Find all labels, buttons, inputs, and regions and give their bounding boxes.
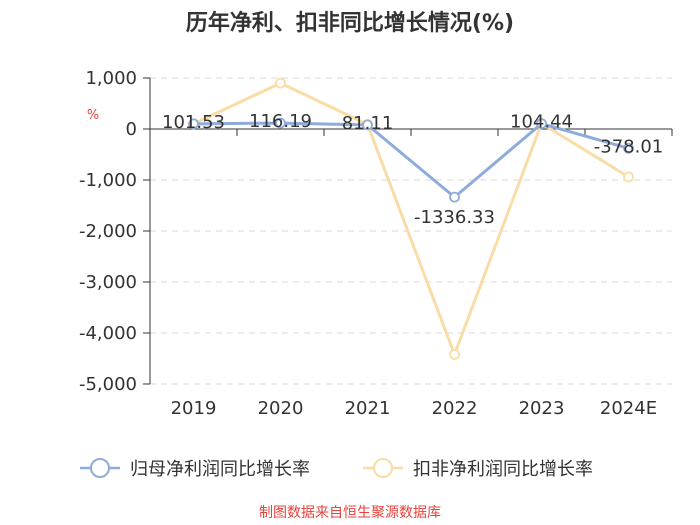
series-point-0 bbox=[449, 191, 460, 203]
x-tick-label: 2024E bbox=[600, 398, 657, 419]
chart-title: 历年净利、扣非同比增长情况(%) bbox=[186, 10, 514, 36]
axes: 1,000 0 -1,000 -2,000 -3,000 -4,000 -5,000 2019… bbox=[79, 68, 673, 419]
data-labels: 101.53 116.19 81.11 -1336.33 104.44 -378.01 bbox=[162, 111, 663, 228]
data-label: 81.11 bbox=[342, 113, 394, 134]
legend-label-0[interactable]: 归母净利润同比增长率 bbox=[130, 459, 310, 480]
series-point-0 bbox=[362, 119, 373, 131]
x-tick-label: 2019 bbox=[171, 398, 217, 419]
y-tick-label: -2,000 bbox=[79, 221, 137, 242]
grid bbox=[150, 77, 672, 385]
y-tick-label: -4,000 bbox=[79, 323, 137, 344]
legend-marker-0[interactable] bbox=[90, 458, 110, 478]
data-label: -1336.33 bbox=[414, 207, 495, 228]
series-point-1 bbox=[449, 349, 460, 360]
y-tick-label: -1,000 bbox=[79, 170, 137, 191]
series-point-0 bbox=[188, 118, 199, 130]
y-tick-label: -5,000 bbox=[79, 374, 137, 395]
legend-marker-1[interactable] bbox=[373, 458, 393, 478]
x-tick-label: 2023 bbox=[519, 398, 565, 419]
y-tick-label: 0 bbox=[126, 119, 137, 140]
x-tick-label: 2021 bbox=[345, 398, 391, 419]
data-label: 101.53 bbox=[162, 112, 225, 133]
series-point-0 bbox=[275, 117, 286, 129]
series-point-0 bbox=[536, 118, 547, 130]
x-tick-label: 2020 bbox=[258, 398, 304, 419]
series-point-1 bbox=[275, 77, 286, 89]
legend[interactable]: 归母净利润同比增长率 扣非净利润同比增长率 bbox=[80, 458, 593, 480]
series-point-1 bbox=[623, 171, 634, 183]
series-point-0 bbox=[623, 142, 634, 154]
source-note: 制图数据来自恒生聚源数据库 bbox=[259, 505, 441, 521]
series-line-1 bbox=[192, 81, 630, 356]
legend-label-1[interactable]: 扣非净利润同比增长率 bbox=[413, 459, 593, 480]
data-label: 116.19 bbox=[249, 111, 312, 132]
y-tick-label: 1,000 bbox=[85, 68, 137, 89]
y-axis-unit: % bbox=[87, 108, 99, 123]
series bbox=[188, 77, 634, 360]
data-label: 104.44 bbox=[510, 112, 573, 133]
series-line-0 bbox=[193, 121, 629, 199]
data-label: -378.01 bbox=[594, 136, 663, 157]
x-tick-label: 2022 bbox=[432, 398, 478, 419]
y-tick-label: -3,000 bbox=[79, 272, 137, 293]
